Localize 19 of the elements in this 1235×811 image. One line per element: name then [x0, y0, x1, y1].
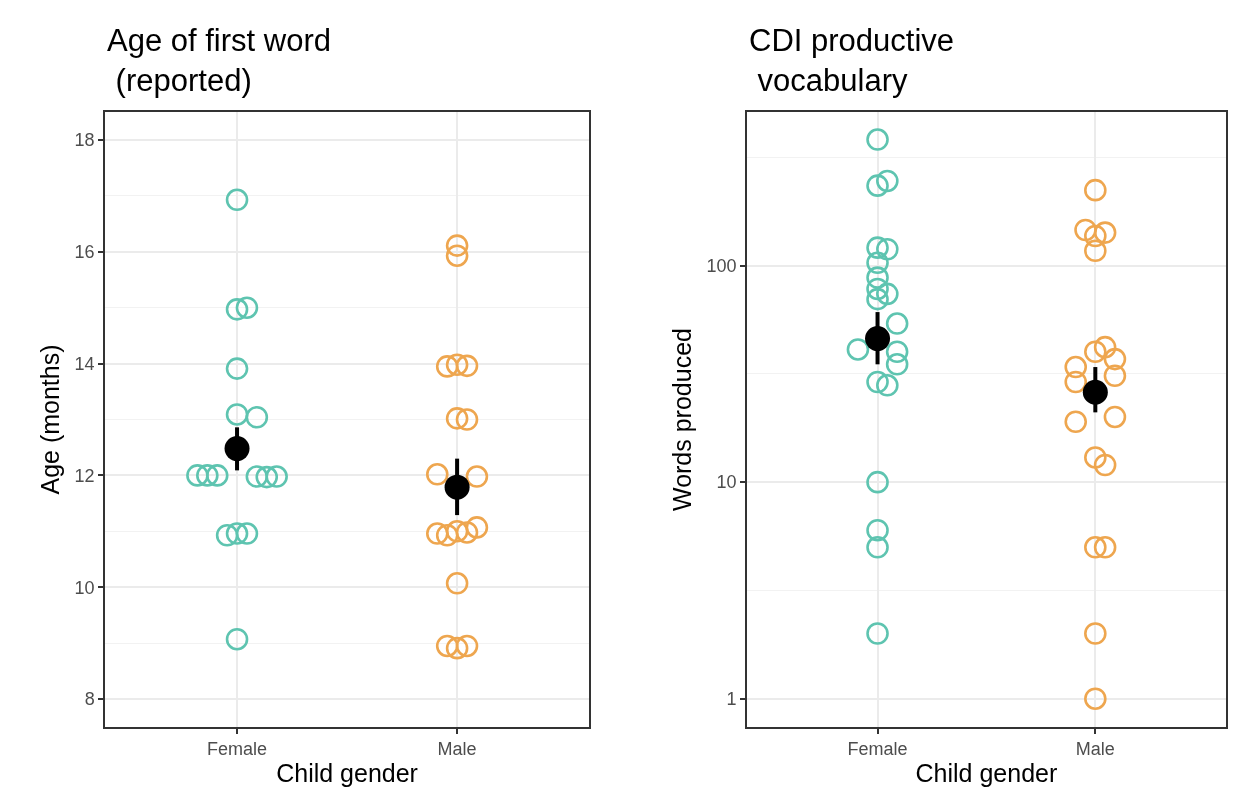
y-tick-label: 1 [726, 688, 737, 709]
y-tick-label: 10 [74, 577, 95, 598]
y-tick-label: 12 [74, 465, 95, 486]
y-axis-title: Age (months) [35, 344, 64, 495]
chart-title: Age of first word (reported) [107, 23, 331, 99]
chart-title: CDI productive vocabulary [749, 23, 955, 99]
x-axis-title: Child gender [276, 758, 418, 787]
x-tick-label: Female [847, 739, 908, 760]
x-tick-label: Male [1075, 739, 1115, 760]
y-tick-label: 14 [74, 353, 95, 374]
x-tick-label: Female [207, 739, 268, 760]
x-tick-label: Male [437, 739, 477, 760]
y-tick-label: 10 [716, 472, 737, 493]
x-axis-title: Child gender [915, 758, 1058, 787]
y-tick-label: 100 [706, 255, 737, 276]
y-tick-label: 18 [74, 130, 95, 151]
y-tick-label: 16 [74, 242, 95, 263]
y-tick-label: 8 [84, 689, 95, 710]
y-axis-title: Words produced [667, 328, 696, 511]
